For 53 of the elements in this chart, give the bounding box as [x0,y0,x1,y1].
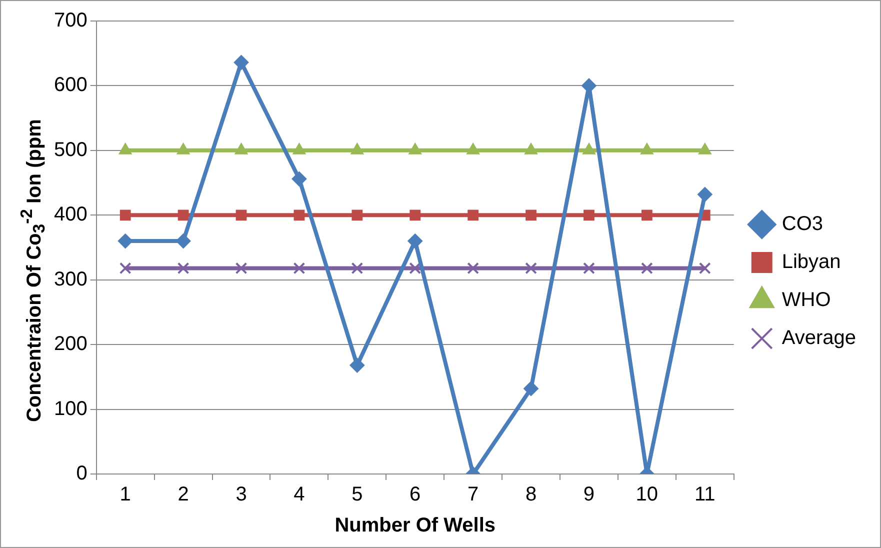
point [408,234,423,249]
y-tick-label: 500 [54,138,88,161]
point [526,210,536,221]
y-tick-label: 300 [54,268,88,290]
point [468,210,479,221]
point [234,54,249,70]
point [120,210,131,221]
point [525,262,537,274]
x-tick-label: 8 [525,484,537,506]
point [641,210,652,221]
point [293,262,306,274]
point [640,262,653,274]
point [350,358,365,373]
y-tick-label: 200 [54,333,88,356]
x-tick-label: 7 [468,484,479,506]
y-tick-label: 600 [54,74,88,96]
x-tick-label: 11 [694,484,716,506]
point [524,381,539,396]
point [583,262,595,274]
point [119,262,132,274]
x-tick-label: 6 [410,484,421,506]
x-axis-title: Number Of Wells [334,514,496,537]
point [235,262,248,274]
point [178,210,189,221]
x-tick-label: 1 [120,484,131,506]
point [351,262,364,274]
x-tick-label: 2 [178,484,189,506]
y-tick-label: 0 [76,462,88,485]
point [294,210,305,221]
point [697,186,712,202]
point [409,262,422,274]
x-tick-label: 4 [294,484,305,506]
point [236,210,247,221]
point [410,210,421,221]
point [584,210,594,221]
x-tick-label: 9 [583,484,595,506]
legend-label: Libyan [782,251,841,274]
x-tick-label: 10 [636,484,658,506]
y-tick-label: 400 [54,204,88,226]
legend-label: WHO [782,289,831,312]
point [292,171,307,186]
point [176,234,191,249]
point [467,262,480,274]
y-tick-label: 100 [54,398,88,420]
point [698,262,711,274]
x-tick-label: 3 [236,484,247,506]
legend-label: Average [782,327,856,350]
x-tick-label: 5 [352,484,363,506]
point [177,262,190,274]
point [352,210,363,221]
legend-label: CO3 [782,213,823,236]
point [118,234,133,249]
y-tick-label: 700 [54,10,88,32]
